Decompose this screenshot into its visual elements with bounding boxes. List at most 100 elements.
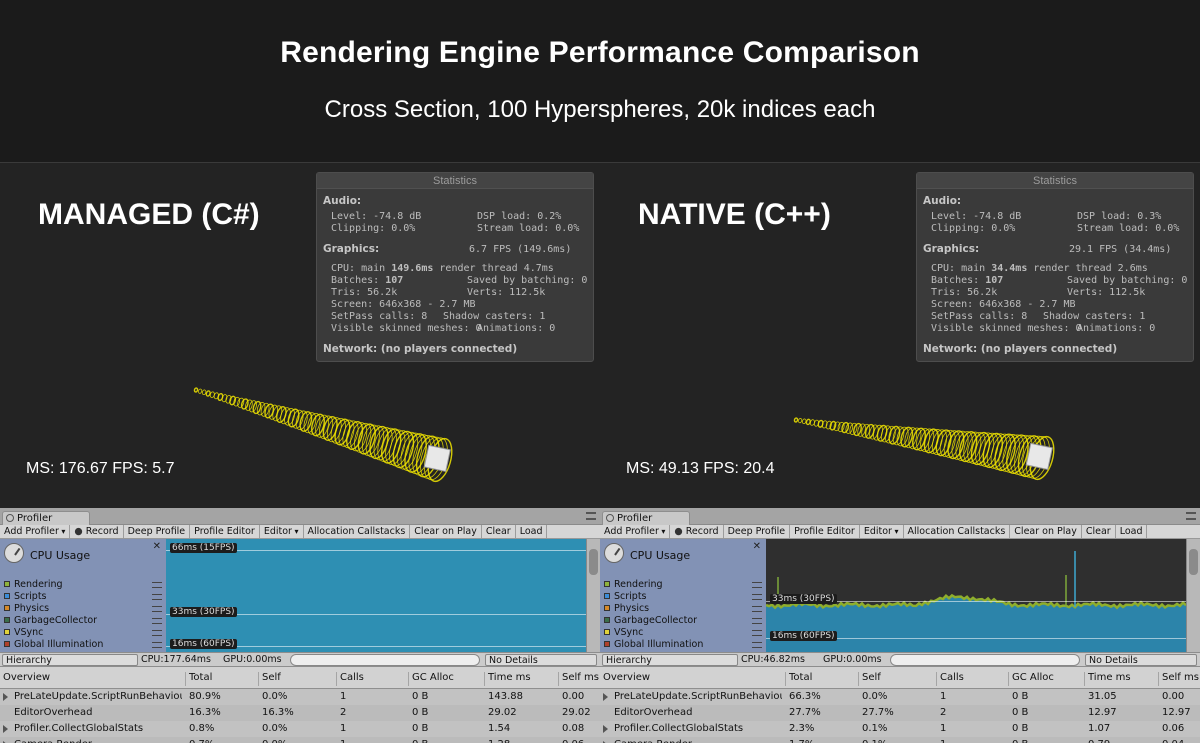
column-header[interactable]: Time ms (484, 672, 531, 686)
expand-arrow-icon[interactable] (3, 725, 8, 733)
hypersphere-ring (990, 433, 1012, 470)
drag-handle-icon[interactable] (752, 594, 762, 600)
column-header[interactable]: GC Alloc (1008, 672, 1054, 686)
drag-handle-icon[interactable] (152, 582, 162, 588)
toolbar-editor-button[interactable]: Editor (860, 525, 904, 538)
hierarchy-dropdown[interactable]: Hierarchy (602, 654, 738, 666)
hypersphere-ring (256, 402, 266, 416)
drag-handle-icon[interactable] (752, 642, 762, 648)
legend-item[interactable]: GarbageCollector (4, 615, 97, 626)
legend-item[interactable]: VSync (4, 627, 43, 638)
column-header[interactable]: Calls (936, 672, 964, 686)
toolbar-load-button[interactable]: Load (516, 525, 548, 538)
drag-handle-icon[interactable] (152, 618, 162, 624)
toolbar-editor-button[interactable]: Editor (260, 525, 304, 538)
toolbar-add-profiler-button[interactable]: Add Profiler (600, 525, 671, 538)
menu-icon[interactable] (586, 512, 596, 520)
scrollbar-thumb[interactable] (1189, 549, 1198, 575)
legend-item[interactable]: UI (604, 651, 624, 652)
details-dropdown[interactable]: No Details (485, 654, 597, 666)
table-row[interactable]: EditorOverhead 27.7% 27.7% 2 0 B 12.97 12.97 (600, 705, 1200, 721)
table-row[interactable]: Camera.Render 1.7% 0.1% 1 0 B 0.79 0.04 (600, 737, 1200, 743)
column-header[interactable]: Time ms (1084, 672, 1131, 686)
toolbar-record-button[interactable]: ● Record (70, 525, 124, 538)
column-header[interactable]: Calls (336, 672, 364, 686)
drag-handle-icon[interactable] (752, 618, 762, 624)
hierarchy-dropdown[interactable]: Hierarchy (2, 654, 138, 666)
drag-handle-icon[interactable] (152, 630, 162, 636)
profiler-tab[interactable]: Profiler (602, 511, 690, 525)
expand-arrow-icon[interactable] (3, 741, 8, 743)
expand-arrow-icon[interactable] (603, 693, 608, 701)
toolbar-profile-editor-button[interactable]: Profile Editor (790, 525, 860, 538)
cpu-usage-title: CPU Usage (630, 549, 691, 562)
legend-item[interactable]: Global Illumination (604, 639, 703, 650)
scrollbar-thumb[interactable] (589, 549, 598, 575)
expand-arrow-icon[interactable] (603, 741, 608, 743)
close-icon[interactable]: ✕ (752, 541, 761, 552)
column-header[interactable]: GC Alloc (408, 672, 454, 686)
details-dropdown[interactable]: No Details (1085, 654, 1197, 666)
legend-item[interactable]: Global Illumination (4, 639, 103, 650)
table-row[interactable]: Profiler.CollectGlobalStats 2.3% 0.1% 1 0 B 1… (600, 721, 1200, 737)
toolbar-profile-editor-button[interactable]: Profile Editor (190, 525, 260, 538)
drag-handle-icon[interactable] (752, 630, 762, 636)
toolbar-load-button[interactable]: Load (1116, 525, 1148, 538)
search-input[interactable] (890, 654, 1080, 666)
expand-arrow-icon[interactable] (603, 725, 608, 733)
toolbar-allocation-callstacks-button[interactable]: Allocation Callstacks (304, 525, 411, 538)
legend-item[interactable]: Physics (604, 603, 649, 614)
column-header[interactable]: Self ms (1158, 672, 1199, 686)
close-icon[interactable]: ✕ (152, 541, 161, 552)
table-row[interactable]: EditorOverhead 16.3% 16.3% 2 0 B 29.02 29.02 (0, 705, 600, 721)
table-cell: 0 B (1012, 707, 1029, 718)
cpu-gauge-icon (4, 543, 24, 563)
toolbar-add-profiler-button[interactable]: Add Profiler (0, 525, 71, 538)
table-row[interactable]: Camera.Render 0.7% 0.0% 1 0 B 1.28 0.06 (0, 737, 600, 743)
cpu-graph[interactable]: 66ms (15FPS) 33ms (30FPS) 16ms (60FPS) (166, 539, 586, 652)
toolbar-deep-profile-button[interactable]: Deep Profile (724, 525, 791, 538)
legend-item[interactable]: VSync (604, 627, 643, 638)
column-header[interactable]: Self (258, 672, 281, 686)
column-header[interactable]: Self (858, 672, 881, 686)
legend-item[interactable]: Scripts (604, 591, 647, 602)
toolbar-deep-profile-button[interactable]: Deep Profile (124, 525, 191, 538)
expand-arrow-icon[interactable] (3, 693, 8, 701)
hypersphere-ring (295, 410, 308, 431)
hypersphere-ring (354, 422, 372, 453)
column-header[interactable]: Overview (3, 672, 51, 683)
vertical-scrollbar[interactable] (586, 539, 600, 652)
cpu-graph[interactable]: 33ms (30FPS) 16ms (60FPS) (766, 539, 1186, 652)
column-header[interactable]: Total (185, 672, 212, 686)
profiler-tab[interactable]: Profiler (2, 511, 90, 525)
toolbar-clear-on-play-button[interactable]: Clear on Play (410, 525, 482, 538)
legend-item[interactable]: UI (4, 651, 24, 652)
legend-item[interactable]: Physics (4, 603, 49, 614)
drag-handle-icon[interactable] (752, 582, 762, 588)
batches: Batches: 107 (931, 275, 1004, 286)
legend-item[interactable]: Scripts (4, 591, 47, 602)
table-row[interactable]: PreLateUpdate.ScriptRunBehaviourLateUpda… (0, 689, 600, 705)
table-row[interactable]: PreLateUpdate.ScriptRunBehaviourLateUpda… (600, 689, 1200, 705)
menu-icon[interactable] (1186, 512, 1196, 520)
vertical-scrollbar[interactable] (1186, 539, 1200, 652)
table-row[interactable]: Profiler.CollectGlobalStats 0.8% 0.0% 1 0 B 1… (0, 721, 600, 737)
drag-handle-icon[interactable] (752, 606, 762, 612)
toolbar-clear-on-play-button[interactable]: Clear on Play (1010, 525, 1082, 538)
legend-item[interactable]: Rendering (604, 579, 663, 590)
stream-load: Stream load: 0.0% (1077, 223, 1180, 234)
toolbar-record-button[interactable]: ● Record (670, 525, 724, 538)
panel-native: NATIVE (C++) MS: 49.13 FPS: 20.4 Statist… (600, 162, 1200, 743)
column-header[interactable]: Total (785, 672, 812, 686)
drag-handle-icon[interactable] (152, 594, 162, 600)
toolbar-clear-button[interactable]: Clear (482, 525, 516, 538)
legend-item[interactable]: GarbageCollector (604, 615, 697, 626)
column-header[interactable]: Overview (603, 672, 651, 683)
search-input[interactable] (290, 654, 480, 666)
toolbar-allocation-callstacks-button[interactable]: Allocation Callstacks (904, 525, 1011, 538)
toolbar-clear-button[interactable]: Clear (1082, 525, 1116, 538)
legend-item[interactable]: Rendering (4, 579, 63, 590)
column-header[interactable]: Self ms (558, 672, 599, 686)
drag-handle-icon[interactable] (152, 642, 162, 648)
drag-handle-icon[interactable] (152, 606, 162, 612)
